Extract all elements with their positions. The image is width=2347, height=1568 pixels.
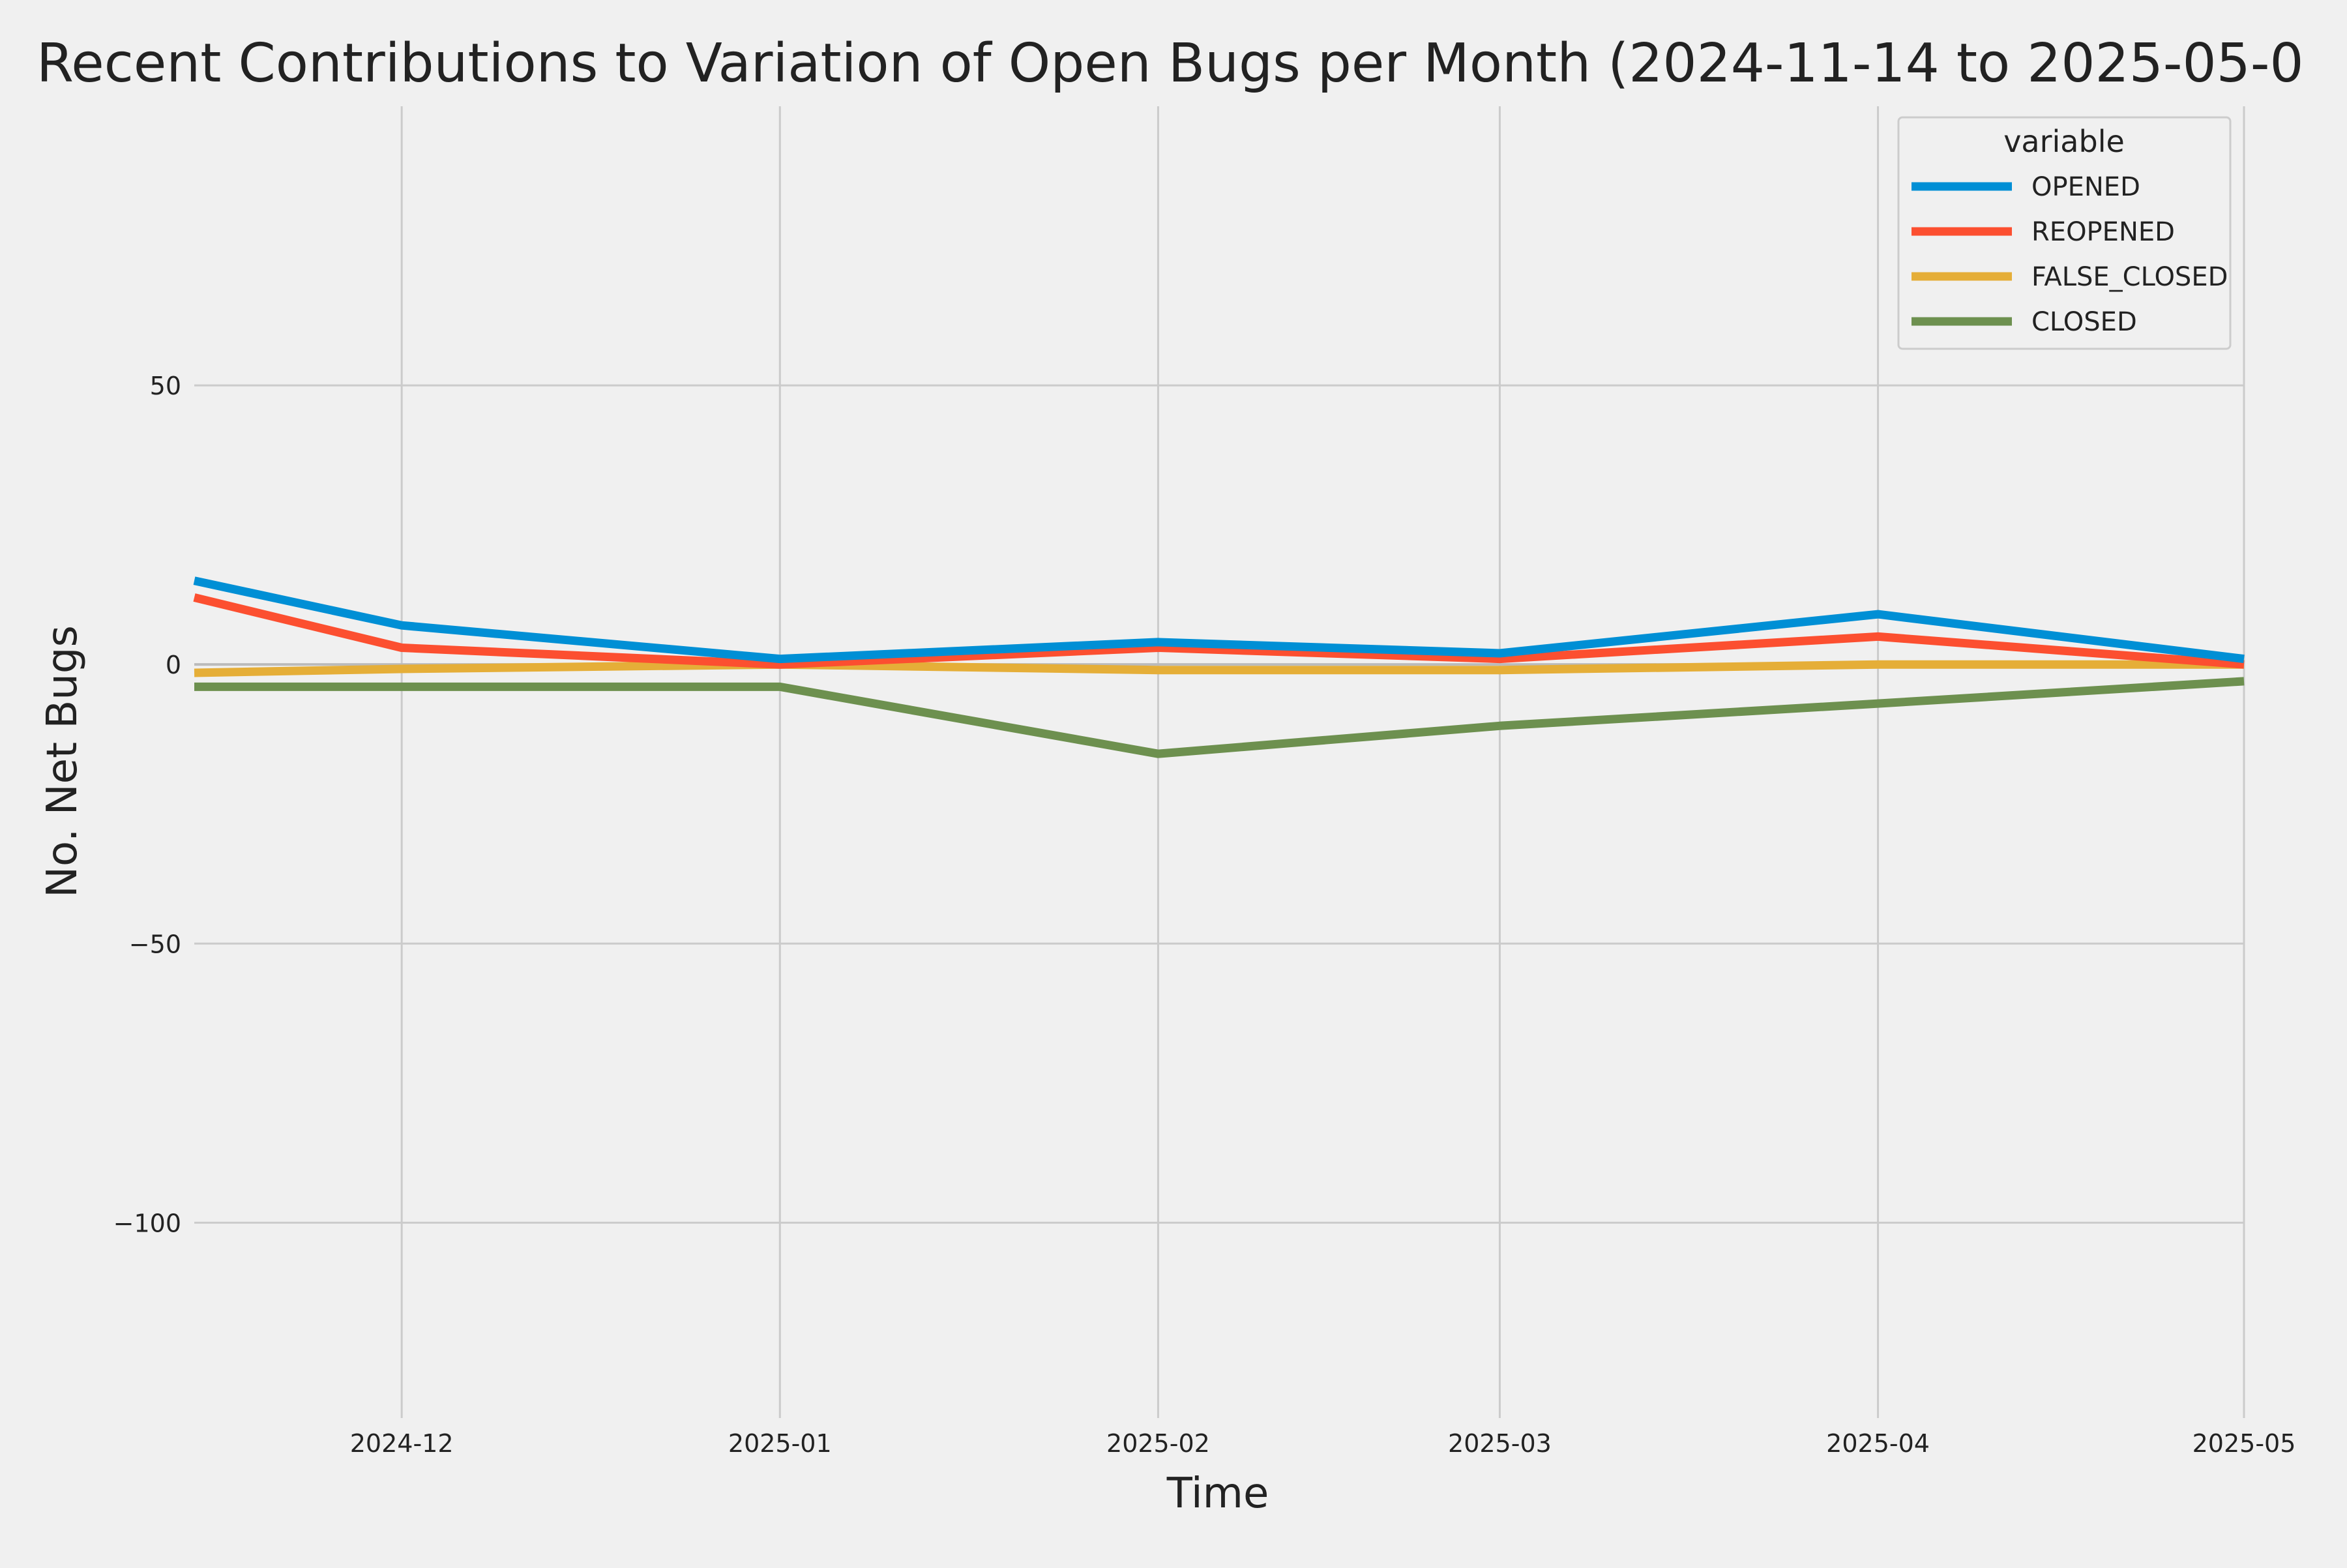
x-axis-title: Time — [1166, 1470, 1269, 1518]
series-line-closed — [194, 677, 2245, 758]
series-line-reopened — [193, 593, 2245, 669]
x-tick-label: 2025-02 — [1106, 1429, 1210, 1458]
x-tick-label: 2025-01 — [728, 1429, 832, 1458]
y-axis-title: No. Net Bugs — [38, 625, 87, 898]
legend: variable OPENED REOPENED FALSE_CLOSED CLOSE… — [1897, 116, 2232, 350]
y-tick-label: 50 — [150, 372, 181, 400]
y-tick-label: 0 — [166, 651, 181, 679]
y-tick-label: −50 — [129, 930, 181, 958]
x-tick-labels: 2024-12 2025-01 2025-02 2025-03 2025-04 2025-… — [350, 1429, 2296, 1458]
legend-label: REOPENED — [2031, 217, 2175, 247]
x-tick-label: 2025-04 — [1826, 1429, 1930, 1458]
legend-entries: OPENED REOPENED FALSE_CLOSED CLOSED — [1912, 172, 2228, 337]
grid — [194, 106, 2245, 1418]
legend-box — [1897, 116, 2232, 350]
x-tick-label: 2025-03 — [1448, 1429, 1552, 1458]
legend-label: OPENED — [2031, 172, 2140, 202]
y-tick-labels: 50 0 −50 −100 — [113, 372, 181, 1237]
chart-title: Recent Contributions to Variation of Ope… — [37, 33, 2304, 95]
y-tick-label: −100 — [113, 1209, 181, 1237]
series-lines — [193, 576, 2245, 758]
series-line-false-closed — [194, 660, 2244, 677]
legend-title: variable — [2003, 124, 2125, 159]
legend-label: FALSE_CLOSED — [2031, 262, 2228, 292]
series-line-opened — [193, 576, 2245, 664]
legend-label: CLOSED — [2031, 307, 2137, 337]
x-tick-label: 2025-05 — [2192, 1429, 2296, 1458]
x-tick-label: 2024-12 — [350, 1429, 454, 1458]
